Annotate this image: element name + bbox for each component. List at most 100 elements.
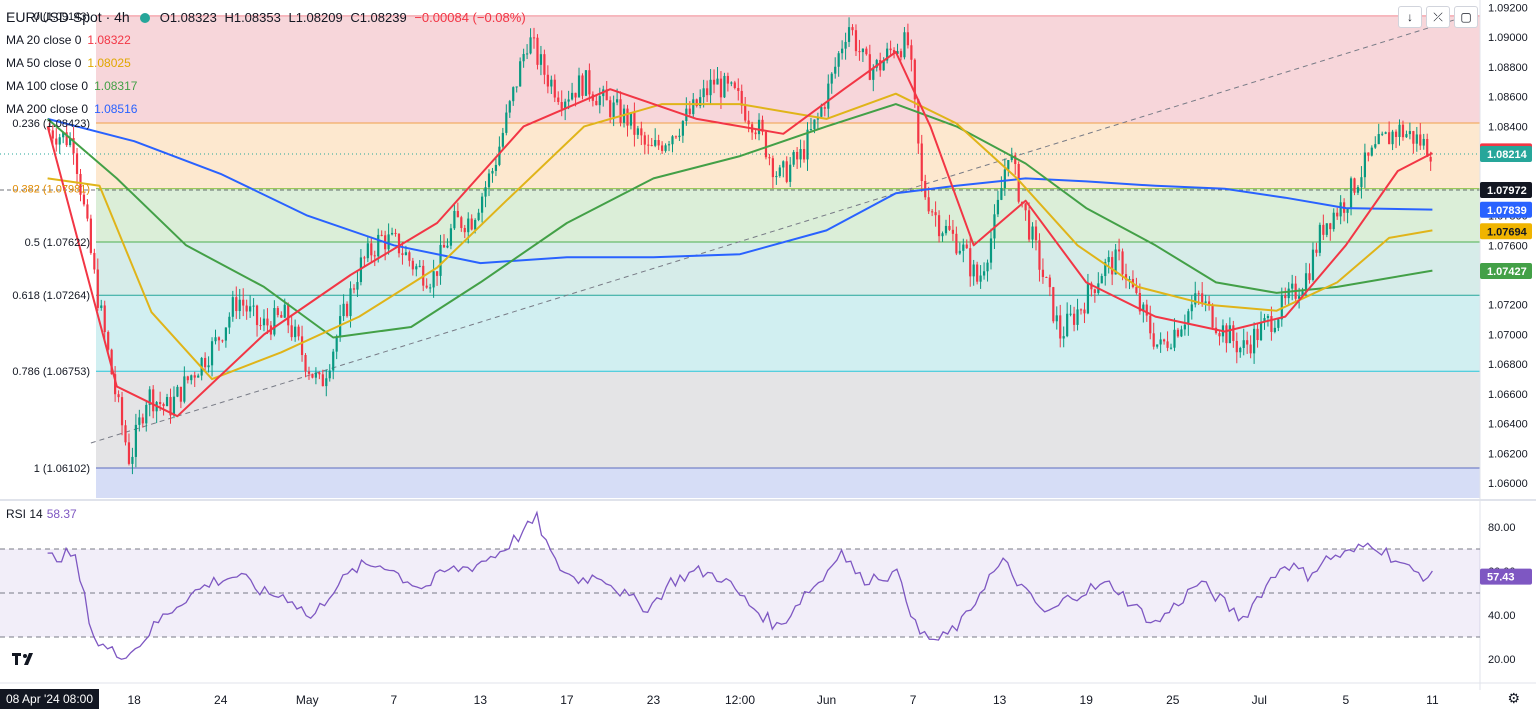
candle-body: [1121, 251, 1124, 275]
ma20-value: 1.08322: [87, 33, 131, 47]
candle-body: [567, 99, 570, 102]
candle-body: [1027, 210, 1031, 240]
candle-body: [944, 225, 948, 234]
candle-body: [1194, 293, 1197, 305]
time-axis[interactable]: 18 24 May 7 13 17 23 12:00 Jun 7 13 19 25 Jul 5 11: [0, 682, 1536, 707]
candle-body: [1401, 124, 1405, 138]
candle-body: [834, 66, 837, 74]
candle-body: [1422, 138, 1425, 146]
fullscreen-icon[interactable]: ▢: [1454, 6, 1478, 28]
candle-body: [872, 67, 875, 80]
candle-body: [314, 372, 318, 378]
candle-body: [934, 212, 937, 216]
ma100-legend[interactable]: MA 100 close 0 1.08317: [6, 75, 530, 98]
candle-body: [235, 297, 238, 312]
candle-body: [1201, 293, 1204, 303]
candle-body: [636, 128, 639, 135]
candle-body: [664, 145, 667, 151]
candle-body: [875, 60, 878, 68]
candle-body: [103, 305, 106, 333]
symbol-title[interactable]: EUR/USD Spot · 4h: [6, 9, 130, 25]
candle-body: [1204, 301, 1207, 303]
time-tick-label: Jul: [1252, 693, 1267, 707]
candle-body: [557, 97, 560, 103]
candle-body: [868, 54, 871, 80]
candle-body: [446, 245, 449, 248]
price-tag-label: 1.07839: [1487, 205, 1527, 217]
candle-body: [370, 243, 373, 256]
candle-body: [1315, 249, 1318, 253]
candle-body: [643, 135, 646, 145]
candle-body: [1360, 177, 1363, 188]
candle-body: [1169, 347, 1173, 349]
candle-body: [1031, 226, 1034, 240]
candle-body: [1253, 328, 1256, 354]
candle-body: [532, 37, 536, 39]
collapse-icon[interactable]: ⤫: [1426, 6, 1450, 28]
moving-averages: [46, 51, 1433, 418]
ohlc-values: O1.08323 H1.08353 L1.08209 C1.08239 −0.0…: [160, 6, 530, 29]
candle-body: [352, 288, 356, 290]
price-tick-label: 1.06600: [1488, 389, 1528, 401]
candle-body: [1419, 134, 1422, 146]
ma50-legend[interactable]: MA 50 close 0 1.08025: [6, 52, 530, 75]
time-tick-label: 7: [910, 693, 917, 707]
settings-gear-icon[interactable]: ⚙: [1507, 690, 1520, 706]
candle-body: [1162, 339, 1166, 342]
candle-body: [695, 99, 698, 107]
candle-body: [1218, 333, 1221, 337]
candle-body: [266, 318, 269, 326]
time-tick-label: 17: [560, 693, 574, 707]
candle-body: [1014, 155, 1017, 165]
time-tick-label: 13: [474, 693, 488, 707]
rsi-legend[interactable]: RSI 14 58.37: [6, 507, 77, 521]
candle-body: [1007, 160, 1010, 170]
candle-body: [491, 170, 494, 174]
candle-body: [796, 151, 799, 160]
candle-body: [976, 264, 979, 282]
candle-body: [761, 119, 764, 132]
candle-body: [1235, 340, 1238, 353]
ma200-legend[interactable]: MA 200 close 0 1.08516: [6, 98, 530, 121]
trendline-dashed: [90, 13, 1473, 444]
candle-body: [941, 233, 944, 237]
arrow-down-icon[interactable]: ↓: [1398, 6, 1422, 28]
candle-body: [647, 144, 650, 146]
candle-body: [879, 60, 882, 71]
candle-body: [757, 119, 761, 135]
time-tick-label: 19: [1080, 693, 1094, 707]
price-candles: [48, 17, 1432, 475]
candle-body: [913, 59, 916, 100]
tradingview-logo-icon[interactable]: [10, 648, 40, 670]
candle-body: [467, 218, 470, 233]
candle-body: [1412, 131, 1415, 144]
rsi-line: [47, 510, 1433, 660]
price-axis[interactable]: 1.09200 1.09000 1.08800 1.08600 1.08400 1.082…: [1479, 0, 1536, 717]
candle-body: [1270, 316, 1273, 332]
candle-body: [782, 161, 785, 168]
market-status-icon: [139, 12, 150, 23]
candle-body: [726, 75, 729, 84]
candle-body: [1104, 262, 1107, 277]
candle-body: [418, 265, 421, 267]
candle-body: [1263, 318, 1266, 323]
candle-body: [141, 417, 144, 424]
ma20-label: MA 20 close 0: [6, 33, 82, 47]
candle-body: [1256, 328, 1259, 341]
ma20-legend[interactable]: MA 20 close 0 1.08322: [6, 29, 530, 52]
candle-body: [740, 90, 743, 106]
candle-body: [730, 82, 733, 84]
candle-body: [1093, 289, 1096, 294]
rsi-current-label: 57.43: [1487, 572, 1515, 584]
candle-body: [706, 88, 709, 96]
candle-body: [152, 389, 155, 412]
time-tick-label: Jun: [817, 693, 836, 707]
candle-body: [827, 83, 830, 109]
rsi-tick-label: 40.00: [1488, 610, 1516, 622]
candle-body: [1138, 292, 1141, 312]
candle-body: [570, 92, 574, 100]
candle-body: [508, 101, 511, 113]
trendline[interactable]: [90, 13, 1473, 444]
candle-body: [1384, 132, 1387, 134]
